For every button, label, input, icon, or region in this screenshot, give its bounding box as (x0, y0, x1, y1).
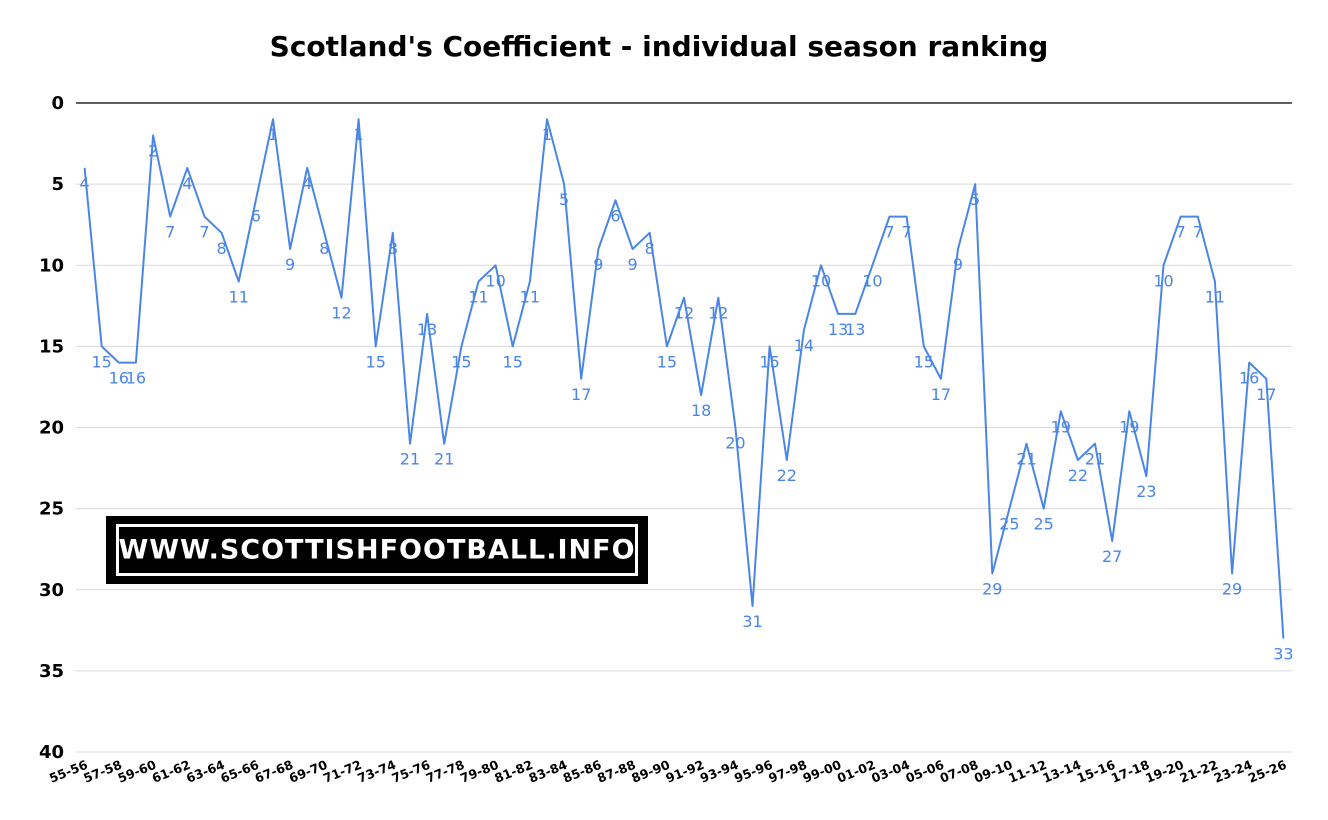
data-label: 4 (79, 174, 89, 193)
data-label: 11 (1205, 287, 1225, 306)
x-axis-ticks: 55-5657-5859-6061-6263-6465-6667-6869-70… (47, 757, 1289, 786)
data-label: 8 (388, 239, 398, 258)
watermark-frame (116, 524, 638, 576)
data-label: 6 (251, 206, 261, 225)
data-label: 9 (285, 255, 295, 274)
y-tick-label: 20 (39, 418, 64, 439)
data-label: 7 (1176, 223, 1186, 242)
data-label: 25 (1033, 515, 1053, 534)
data-label: 15 (92, 352, 112, 371)
data-label: 11 (229, 287, 249, 306)
data-label: 1 (268, 125, 278, 144)
data-label: 7 (1193, 223, 1203, 242)
data-label: 21 (1085, 450, 1105, 469)
data-label: 7 (884, 223, 894, 242)
y-tick-label: 10 (39, 255, 64, 276)
data-label: 15 (914, 352, 934, 371)
data-label: 33 (1273, 644, 1293, 663)
data-label: 25 (999, 515, 1019, 534)
watermark-text: WWW.SCOTTISHFOOTBALL.INFO (118, 534, 636, 566)
data-label: 13 (828, 320, 848, 339)
data-label: 5 (559, 190, 569, 209)
data-label: 17 (1256, 385, 1276, 404)
data-label: 15 (366, 352, 386, 371)
watermark-logo: WWW.SCOTTISHFOOTBALL.INFO (106, 516, 648, 584)
data-label: 4 (302, 174, 312, 193)
data-label: 10 (485, 271, 505, 290)
data-label: 31 (742, 612, 762, 631)
data-label: 9 (953, 255, 963, 274)
data-label: 16 (126, 369, 146, 388)
data-label: 11 (468, 287, 488, 306)
data-series (83, 118, 1285, 639)
data-label: 29 (1222, 580, 1242, 599)
data-label: 12 (331, 304, 351, 323)
y-tick-label: 5 (51, 174, 64, 195)
data-label: 7 (902, 223, 912, 242)
data-label: 8 (216, 239, 226, 258)
data-label: 12 (674, 304, 694, 323)
data-label: 1 (542, 125, 552, 144)
data-label: 9 (593, 255, 603, 274)
y-tick-label: 15 (39, 336, 64, 357)
data-label: 27 (1102, 547, 1122, 566)
data-label: 29 (982, 580, 1002, 599)
data-label: 10 (1153, 271, 1173, 290)
data-label: 14 (794, 336, 814, 355)
data-labels: 4151616274781161948121158211321151110151… (79, 125, 1293, 663)
data-label: 13 (845, 320, 865, 339)
data-label: 15 (657, 352, 677, 371)
data-label: 1 (353, 125, 363, 144)
data-label: 17 (571, 385, 591, 404)
data-label: 15 (503, 352, 523, 371)
data-label: 16 (109, 369, 129, 388)
data-label: 11 (520, 287, 540, 306)
data-label: 7 (199, 223, 209, 242)
y-tick-label: 40 (39, 742, 64, 763)
data-label: 19 (1119, 417, 1139, 436)
data-label: 22 (1068, 466, 1088, 485)
data-label: 6 (610, 206, 620, 225)
data-label: 21 (1016, 450, 1036, 469)
data-label: 21 (400, 450, 420, 469)
y-tick-label: 0 (51, 93, 64, 114)
data-label: 7 (165, 223, 175, 242)
data-label: 15 (451, 352, 471, 371)
data-label: 8 (645, 239, 655, 258)
data-label: 10 (862, 271, 882, 290)
gridlines (76, 102, 1292, 753)
data-label: 4 (182, 174, 192, 193)
data-label: 15 (759, 352, 779, 371)
y-tick-label: 25 (39, 499, 64, 520)
data-label: 19 (1051, 417, 1071, 436)
data-label: 2 (148, 141, 158, 160)
data-label: 16 (1239, 369, 1259, 388)
data-label: 18 (691, 401, 711, 420)
data-label: 23 (1136, 482, 1156, 501)
y-tick-label: 35 (39, 661, 64, 682)
y-tick-label: 30 (39, 580, 64, 601)
data-label: 20 (725, 434, 745, 453)
data-label: 10 (811, 271, 831, 290)
data-label: 8 (319, 239, 329, 258)
data-label: 22 (777, 466, 797, 485)
y-axis-ticks: 0 5 10 15 20 25 30 35 40 (39, 93, 64, 763)
x-tick-label: 25-26 (1246, 757, 1289, 786)
data-label: 5 (970, 190, 980, 209)
data-label: 21 (434, 450, 454, 469)
chart-title: Scotland's Coefficient - individual seas… (269, 30, 1049, 63)
data-label: 9 (628, 255, 638, 274)
data-label: 17 (931, 385, 951, 404)
data-label: 13 (417, 320, 437, 339)
data-label: 12 (708, 304, 728, 323)
